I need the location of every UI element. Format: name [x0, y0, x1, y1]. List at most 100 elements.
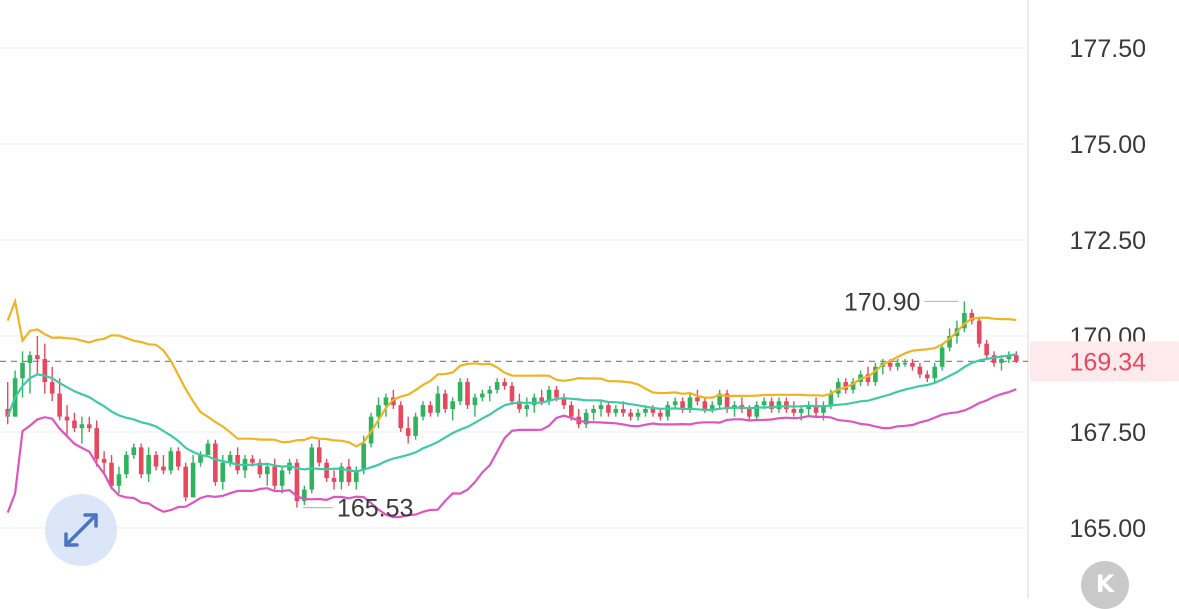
candle-body	[376, 405, 381, 417]
candle-body	[346, 466, 352, 482]
candle-body	[702, 401, 708, 409]
candle-body	[213, 443, 218, 482]
candle	[917, 362, 923, 379]
candle	[405, 416, 411, 444]
candle	[257, 458, 263, 479]
candle	[895, 359, 900, 371]
candle-body	[628, 412, 633, 417]
candle-body	[754, 405, 760, 417]
candle-body	[836, 382, 841, 394]
candle	[598, 401, 604, 417]
candle	[131, 443, 137, 459]
candle	[302, 485, 307, 505]
candle	[680, 397, 685, 413]
candle	[339, 462, 344, 490]
candle-body	[991, 355, 997, 363]
candle	[843, 378, 849, 394]
candle-body	[294, 462, 300, 502]
candle	[138, 443, 144, 479]
candle-body	[999, 359, 1004, 363]
candle	[316, 439, 322, 467]
candle-body	[569, 405, 574, 417]
candle	[450, 397, 455, 421]
candle-body	[806, 405, 811, 409]
candle-body	[962, 312, 967, 329]
candle-body	[583, 412, 589, 425]
candle-body	[190, 462, 196, 498]
candle	[591, 405, 596, 421]
candle-body	[680, 401, 685, 409]
candle-body	[821, 405, 826, 413]
current-price-badge-bg	[1030, 341, 1179, 382]
candle-body	[198, 455, 203, 463]
candle	[732, 401, 737, 417]
candle	[294, 458, 300, 508]
candle	[769, 397, 774, 413]
candle-body	[613, 408, 619, 413]
candle-body	[769, 401, 774, 409]
candle	[161, 455, 166, 475]
candle	[969, 309, 975, 325]
upper-band-line	[6, 297, 1017, 448]
candle	[776, 397, 782, 413]
candle-body	[480, 393, 485, 398]
candle	[86, 416, 92, 432]
kline-icon-button[interactable]: K	[1081, 561, 1129, 609]
candle	[198, 451, 203, 467]
candle	[658, 408, 663, 421]
candle	[383, 393, 389, 417]
candle-body	[272, 466, 277, 486]
y-tick-label: 177.50	[1070, 35, 1146, 63]
candle-body	[472, 397, 478, 406]
candle-body	[828, 393, 834, 406]
candle	[213, 439, 218, 486]
candle	[962, 301, 967, 333]
candle-body	[175, 451, 181, 467]
candle-body	[798, 408, 804, 413]
candle	[784, 397, 789, 413]
candle-body	[747, 408, 752, 417]
candle	[487, 385, 493, 402]
candle	[635, 408, 641, 421]
candle-body	[302, 489, 307, 502]
expand-arrows-icon	[64, 513, 98, 547]
expand-chart-button[interactable]	[45, 494, 117, 566]
candle-body	[598, 405, 604, 409]
candle-body	[86, 424, 92, 429]
candle-body	[843, 382, 849, 390]
candle	[561, 393, 567, 409]
candle	[235, 447, 240, 475]
candle	[35, 336, 40, 375]
candle	[509, 382, 515, 406]
candle-body	[353, 470, 359, 482]
candle-body	[947, 336, 952, 348]
candle	[20, 351, 25, 398]
candle	[146, 447, 151, 482]
candle-body	[428, 405, 433, 413]
candle	[398, 401, 404, 432]
candle	[346, 458, 352, 486]
candle-body	[554, 389, 559, 398]
candle-body	[205, 443, 211, 456]
candle	[672, 397, 678, 409]
candle-body	[784, 401, 789, 409]
candle-body	[35, 355, 40, 360]
candle-body	[487, 389, 493, 394]
candle	[376, 397, 381, 429]
current-price-label: 169.34	[1070, 348, 1147, 376]
candle-body	[850, 382, 856, 390]
candle-body	[813, 405, 819, 413]
candle	[873, 362, 878, 386]
candle-body	[20, 362, 25, 379]
candle	[494, 378, 500, 394]
candle-body	[72, 420, 77, 429]
candle-body	[591, 408, 596, 413]
candle-body	[509, 385, 515, 402]
candle	[1006, 351, 1012, 363]
candle	[42, 343, 48, 394]
candle-body	[606, 405, 611, 413]
candle-body	[257, 462, 263, 475]
candle-body	[524, 405, 530, 409]
low-price-label: 165.53	[337, 495, 413, 523]
candle	[465, 378, 470, 409]
